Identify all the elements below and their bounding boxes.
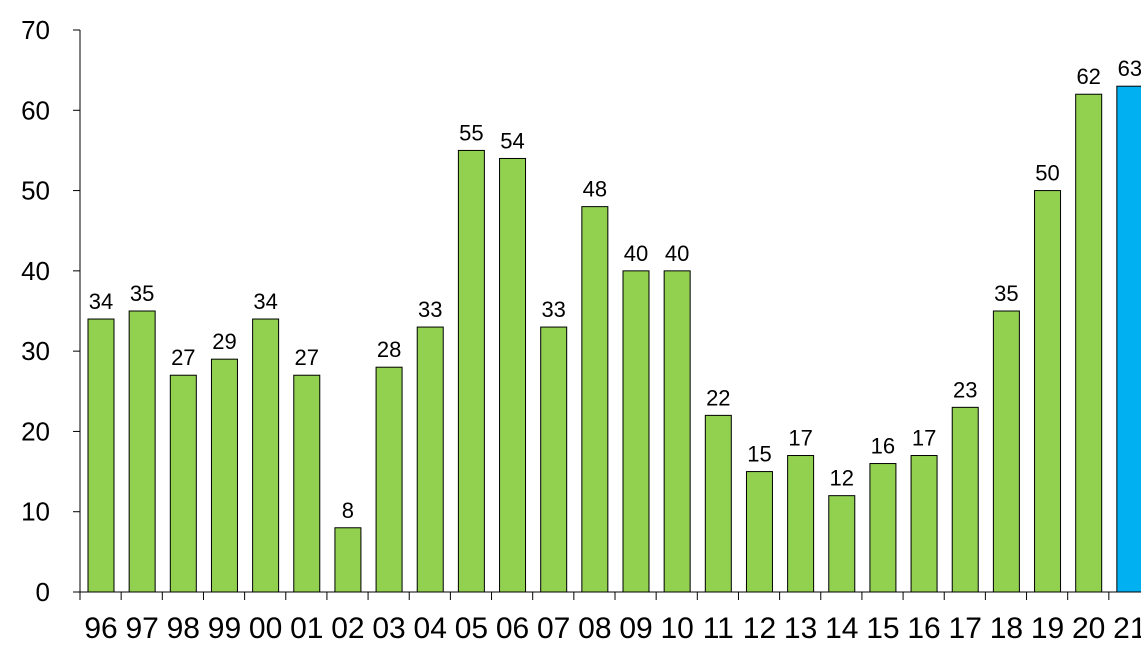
- data-label-98: 27: [171, 345, 195, 370]
- data-label-20: 62: [1076, 64, 1100, 89]
- bar-11: [704, 414, 732, 593]
- x-tick-label-07: 07: [537, 612, 570, 645]
- x-tick-label-03: 03: [372, 612, 405, 645]
- bar-02: [334, 527, 362, 593]
- data-label-18: 35: [994, 281, 1018, 306]
- bar-10: [663, 270, 691, 593]
- data-label-97: 35: [130, 281, 154, 306]
- x-tick-label-06: 06: [496, 612, 529, 645]
- bar-19: [1034, 190, 1062, 593]
- x-tick-label-20: 20: [1072, 612, 1105, 645]
- bar-13: [787, 455, 815, 593]
- x-tick-label-98: 98: [167, 612, 200, 645]
- x-tick-label-09: 09: [619, 612, 652, 645]
- x-tick-label-17: 17: [949, 612, 982, 645]
- x-tick-label-96: 96: [84, 612, 117, 645]
- bar-98: [169, 374, 197, 593]
- data-label-17: 23: [953, 377, 977, 402]
- data-label-96: 34: [89, 289, 113, 314]
- data-label-14: 12: [830, 466, 854, 491]
- bar-96: [87, 318, 115, 593]
- data-label-05: 55: [459, 120, 483, 145]
- x-tick-label-04: 04: [414, 612, 447, 645]
- bar-04: [416, 326, 444, 593]
- x-tick-label-13: 13: [784, 612, 817, 645]
- data-label-01: 27: [295, 345, 319, 370]
- bar-21: [1116, 85, 1141, 593]
- data-label-00: 34: [253, 289, 277, 314]
- x-tick-label-19: 19: [1031, 612, 1064, 645]
- data-label-06: 54: [500, 128, 524, 153]
- x-tick-label-08: 08: [578, 612, 611, 645]
- bar-15: [869, 463, 897, 593]
- x-tick-label-05: 05: [455, 612, 488, 645]
- bar-03: [375, 366, 403, 593]
- x-tick-label-02: 02: [331, 612, 364, 645]
- y-tick-label: 30: [21, 336, 50, 366]
- y-tick-label: 10: [21, 497, 50, 527]
- bar-07: [540, 326, 568, 593]
- data-label-15: 16: [871, 434, 895, 459]
- data-label-11: 22: [706, 385, 730, 410]
- x-tick-label-97: 97: [125, 612, 158, 645]
- bar-12: [745, 471, 773, 593]
- y-tick-label: 40: [21, 256, 50, 286]
- data-label-08: 48: [583, 177, 607, 202]
- x-tick-label-18: 18: [990, 612, 1023, 645]
- x-tick-label-21: 21: [1113, 612, 1141, 645]
- bar-17: [951, 406, 979, 593]
- x-tick-label-01: 01: [290, 612, 323, 645]
- data-label-16: 17: [912, 426, 936, 451]
- data-label-09: 40: [624, 241, 648, 266]
- bar-05: [457, 149, 485, 593]
- data-label-21: 63: [1118, 56, 1141, 81]
- data-label-10: 40: [665, 241, 689, 266]
- data-label-19: 50: [1035, 161, 1059, 186]
- data-label-02: 8: [342, 498, 354, 523]
- y-tick-label: 50: [21, 176, 50, 206]
- y-tick-label: 20: [21, 416, 50, 446]
- data-label-07: 33: [541, 297, 565, 322]
- x-tick-label-14: 14: [825, 612, 858, 645]
- data-label-12: 15: [747, 442, 771, 467]
- bar-20: [1075, 93, 1103, 593]
- bar-99: [210, 358, 238, 593]
- bar-18: [992, 310, 1020, 593]
- bar-14: [828, 495, 856, 593]
- x-tick-label-12: 12: [743, 612, 776, 645]
- y-tick-label: 0: [36, 577, 50, 607]
- bar-00: [252, 318, 280, 593]
- data-label-03: 28: [377, 337, 401, 362]
- y-tick-label: 60: [21, 95, 50, 125]
- bar-97: [128, 310, 156, 593]
- x-tick-label-99: 99: [208, 612, 241, 645]
- bar-16: [910, 455, 938, 593]
- bar-01: [293, 374, 321, 593]
- y-tick-label: 70: [21, 15, 50, 45]
- data-label-99: 29: [212, 329, 236, 354]
- x-tick-label-11: 11: [703, 612, 734, 645]
- x-tick-label-16: 16: [907, 612, 940, 645]
- x-tick-label-15: 15: [866, 612, 899, 645]
- data-label-13: 17: [788, 426, 812, 451]
- bar-06: [499, 157, 527, 593]
- bar-09: [622, 270, 650, 593]
- x-tick-label-00: 00: [249, 612, 282, 645]
- x-tick-label-10: 10: [660, 612, 693, 645]
- bar-08: [581, 206, 609, 593]
- data-label-04: 33: [418, 297, 442, 322]
